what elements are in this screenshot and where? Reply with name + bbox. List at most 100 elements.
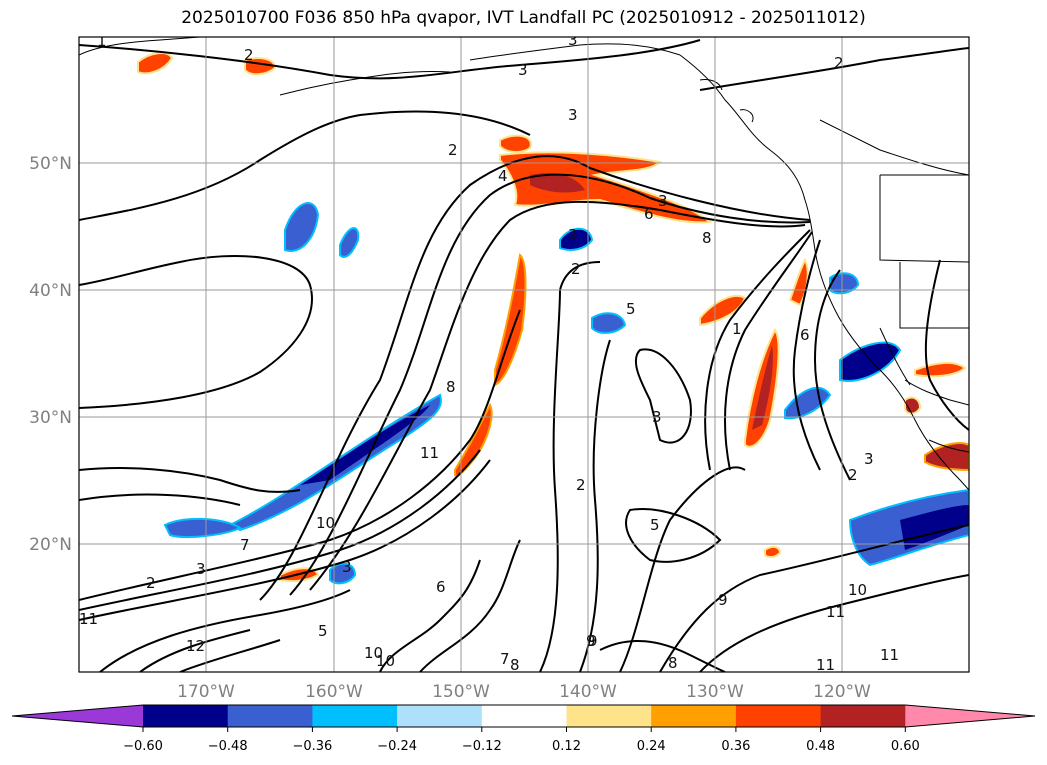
contour-label: 2 xyxy=(834,54,844,72)
colorbar: −0.60 −0.48 −0.36 −0.24 −0.12 0.12 0.24 0.36 0.4… xyxy=(11,704,1036,754)
contour-label: 3 xyxy=(658,192,668,210)
colorbar-swatch xyxy=(481,705,567,727)
contour-label: 4 xyxy=(498,167,508,185)
contour-label: 3 xyxy=(196,560,206,578)
contour-label: 3 xyxy=(518,61,528,79)
colorbar-tick-label: −0.48 xyxy=(208,739,248,754)
negative-anomaly-patch-170w xyxy=(163,517,243,538)
lat-label: 40°N xyxy=(29,281,72,301)
contour-lines xyxy=(79,39,969,672)
contour-label: 6 xyxy=(644,205,654,223)
graticule xyxy=(79,37,969,672)
colorbar-swatch xyxy=(820,705,906,727)
contour-label: 9 xyxy=(586,632,596,650)
contour-label: 7 xyxy=(500,650,510,668)
positive-anomaly-patch-135w xyxy=(764,545,782,559)
positive-anomaly-streak-125w-core xyxy=(752,345,773,430)
colorbar-tick-label: 0.48 xyxy=(806,739,835,754)
negative-anomaly-patch-east1 xyxy=(839,341,902,382)
colorbar-tick-label: −0.24 xyxy=(377,739,417,754)
map-content: 1 2 2 2 3 3 3 4 5 6 8 2 3 5 3 2 1 6 8 11… xyxy=(79,32,969,674)
positive-anomaly-streak-145w xyxy=(494,253,527,387)
lat-label: 50°N xyxy=(29,154,72,174)
colorbar-tick-label: 0.24 xyxy=(637,739,666,754)
negative-anomaly-patch-n4 xyxy=(591,312,627,334)
positive-anomaly-plume-north-core xyxy=(530,173,585,193)
negative-anomaly-core-southeast xyxy=(900,505,969,550)
contour-label: 11 xyxy=(826,603,845,621)
contour-label: 3 xyxy=(864,450,874,468)
lon-label: 160°W xyxy=(305,682,363,702)
contour-label: 5 xyxy=(650,516,660,534)
contour-label: 9 xyxy=(588,632,598,650)
colorbar-swatch xyxy=(312,705,398,727)
contour-label: 6 xyxy=(800,326,810,344)
colorbar-swatch xyxy=(227,705,313,727)
negative-anomaly-patch-n3 xyxy=(559,227,594,251)
positive-anomaly-patch-se1 xyxy=(904,396,922,415)
contour-label: 7 xyxy=(240,536,250,554)
contour-label: 10 xyxy=(316,514,335,532)
lon-label: 150°W xyxy=(432,682,490,702)
contour-label: 2 xyxy=(146,574,156,592)
coastlines xyxy=(79,37,969,491)
positive-anomaly-patch-n xyxy=(499,134,532,154)
colorbar-swatch xyxy=(143,705,229,727)
contour-label: 10 xyxy=(848,581,867,599)
colorbar-tick-label: −0.60 xyxy=(123,739,163,754)
contour-label: 5 xyxy=(318,622,328,640)
contour-labels: 1 2 2 2 3 3 3 4 5 6 8 2 3 5 3 2 1 6 8 11… xyxy=(79,32,899,674)
contour-label: 2 xyxy=(448,141,458,159)
contour-label: 3 xyxy=(568,226,578,244)
contour-label: 3 xyxy=(652,408,662,426)
contour-label: 11 xyxy=(79,610,98,628)
shaded-anomaly-regions xyxy=(137,52,969,585)
colorbar-tick-label: 0.12 xyxy=(552,739,581,754)
contour-label: 8 xyxy=(702,229,712,247)
colorbar-swatch xyxy=(397,705,483,727)
colorbar-tick-label: −0.12 xyxy=(462,739,502,754)
lon-label: 140°W xyxy=(559,682,617,702)
colorbar-tick-label: −0.36 xyxy=(292,739,332,754)
contour-label: 11 xyxy=(816,656,835,674)
contour-label: 2 xyxy=(571,260,581,278)
contour-label: 5 xyxy=(626,300,636,318)
contour-label: 9 xyxy=(718,591,728,609)
contour-label: 8 xyxy=(446,378,456,396)
negative-anomaly-core-west xyxy=(300,405,430,485)
negative-anomaly-patch-n1 xyxy=(284,202,320,252)
negative-anomaly-patch-east3 xyxy=(829,272,860,295)
map-frame xyxy=(78,36,970,673)
contour-label: 8 xyxy=(668,654,678,672)
colorbar-tick-label: 0.60 xyxy=(891,739,920,754)
colorbar-extend-max xyxy=(905,705,1035,727)
contour-label: 10 xyxy=(364,644,383,662)
colorbar-swatch xyxy=(651,705,737,727)
colorbar-extend-min xyxy=(12,705,143,727)
contour-label: 3 xyxy=(568,106,578,124)
contour-label: 11 xyxy=(880,646,899,664)
negative-anomaly-patch-n2 xyxy=(339,227,360,258)
contour-label: 12 xyxy=(186,637,205,655)
contour-label: 11 xyxy=(420,444,439,462)
colorbar-swatch xyxy=(735,705,822,727)
lat-label: 30°N xyxy=(29,408,72,428)
colorbar-swatch xyxy=(566,705,652,727)
contour-label: 2 xyxy=(848,466,858,484)
contour-label: 1 xyxy=(732,320,742,338)
contour-label: 1 xyxy=(97,32,107,50)
contour-label: 8 xyxy=(510,656,520,674)
contour-label: 6 xyxy=(436,578,446,596)
contour-label: 3 xyxy=(342,558,352,576)
positive-anomaly-patch-nw1 xyxy=(137,52,174,75)
map-title: 2025010700 F036 850 hPa qvapor, IVT Land… xyxy=(181,8,866,28)
colorbar-tick-label: 0.36 xyxy=(721,739,750,754)
contour-label: 2 xyxy=(244,46,254,64)
lon-label: 170°W xyxy=(177,682,235,702)
lat-label: 20°N xyxy=(29,535,72,555)
contour-label: 10 xyxy=(376,652,395,670)
lon-label: 120°W xyxy=(813,682,871,702)
lon-label: 130°W xyxy=(686,682,744,702)
contour-label: 2 xyxy=(576,476,586,494)
